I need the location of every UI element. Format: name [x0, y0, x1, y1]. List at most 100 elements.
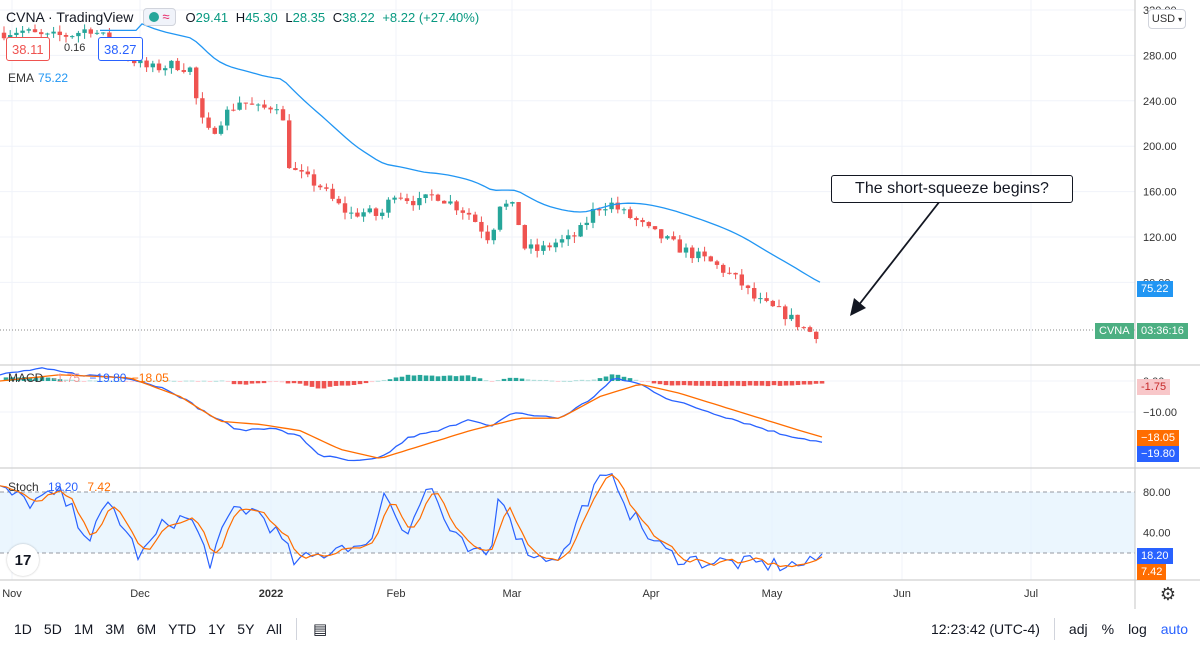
candle-body — [243, 102, 248, 104]
status-pill[interactable]: ≈ — [143, 8, 176, 26]
macd-histogram-bar — [345, 381, 351, 386]
candle-body — [8, 35, 13, 39]
macd-histogram-bar — [621, 376, 627, 381]
macd-histogram-bar — [207, 381, 213, 382]
macd-histogram-bar — [783, 381, 789, 386]
candle-body — [578, 225, 583, 237]
stoch-legend[interactable]: Stoch 18.20 7.42 — [8, 480, 111, 494]
macd-histogram-bar — [285, 381, 291, 384]
timeframe-5d[interactable]: 5D — [43, 621, 62, 637]
time-tick-label: Jun — [893, 588, 911, 600]
macd-histogram-bar — [699, 381, 705, 386]
macd-histogram-bar — [573, 380, 579, 382]
candle-body — [305, 171, 310, 175]
percent-toggle[interactable]: % — [1101, 621, 1115, 637]
price-axis: 320.00280.00240.00200.00160.00120.0080.0… — [1143, 5, 1177, 540]
macd-histogram-bar — [663, 381, 669, 386]
macd-histogram-bar — [177, 381, 183, 382]
candle-body — [51, 31, 56, 34]
candle-body — [256, 104, 261, 106]
macd-histogram-bar — [399, 376, 405, 381]
symbol-tag: CVNA — [1095, 323, 1134, 339]
candle-body — [380, 212, 385, 216]
timeframe-1m[interactable]: 1M — [73, 621, 94, 637]
candle-body — [460, 210, 465, 213]
clock-time[interactable]: 12:23:42 (UTC-4) — [930, 621, 1040, 637]
candle-body — [801, 327, 806, 329]
candle-body — [423, 194, 428, 199]
candle-body — [448, 201, 453, 204]
macd-histogram-bar — [393, 377, 399, 381]
timeframe-all[interactable]: All — [266, 621, 282, 637]
macd-signal-tag: −18.05 — [1137, 430, 1179, 446]
macd-histogram-bar — [267, 381, 273, 383]
candle-body — [194, 67, 199, 99]
timeframe-5y[interactable]: 5Y — [237, 621, 255, 637]
macd-histogram-bar — [321, 381, 327, 389]
macd-histogram-bar — [237, 381, 243, 385]
candle-body — [665, 236, 670, 239]
macd-histogram-bar — [633, 379, 639, 381]
timeframe-3m[interactable]: 3M — [105, 621, 125, 637]
symbol-title[interactable]: CVNA · TradingView — [6, 9, 134, 25]
candle-body — [584, 222, 589, 226]
candle-body — [63, 35, 69, 37]
timeframe-6m[interactable]: 6M — [136, 621, 157, 637]
toolbar-divider — [295, 618, 297, 640]
adj-toggle[interactable]: adj — [1068, 621, 1088, 637]
tradingview-logo-icon[interactable]: 17 — [7, 544, 39, 576]
candle-body — [150, 63, 155, 68]
macd-histogram-bar — [525, 379, 531, 381]
calendar-icon[interactable]: ▤ — [312, 621, 328, 638]
timeframe-1y[interactable]: 1Y — [208, 621, 226, 637]
candle-body — [163, 68, 168, 71]
candle-body — [1, 32, 7, 39]
stoch-k-tag: 18.20 — [1137, 548, 1173, 564]
candle-body — [26, 29, 31, 31]
timeframe-ytd[interactable]: YTD — [168, 621, 197, 637]
candle-body — [101, 32, 106, 34]
macd-histogram-bar — [771, 381, 777, 386]
annotation-callout[interactable]: The short-squeeze begins? — [831, 175, 1073, 203]
macd-histogram-bar — [645, 381, 651, 383]
candle-body — [739, 274, 744, 286]
time-tick-label: Nov — [2, 588, 22, 600]
candle-body — [429, 194, 434, 196]
macd-histogram-bar — [27, 377, 33, 381]
macd-histogram-bar — [39, 376, 45, 381]
candle-body — [311, 174, 317, 186]
candle-body — [721, 264, 726, 273]
macd-histogram-bar — [555, 381, 561, 382]
buy-button[interactable]: 38.27 — [98, 37, 143, 61]
stoch-d-line — [0, 474, 823, 568]
gear-icon[interactable]: ⚙ — [1159, 584, 1177, 604]
candle-body — [485, 231, 490, 241]
log-toggle[interactable]: log — [1128, 621, 1147, 637]
macd-histogram-bar — [687, 381, 693, 386]
candle-body — [330, 188, 335, 199]
macd-histogram-bar — [105, 380, 111, 382]
macd-histogram-bar — [495, 380, 501, 382]
macd-histogram-bar — [117, 380, 123, 382]
ema-legend[interactable]: EMA 75.22 — [8, 71, 69, 85]
sell-button[interactable]: 38.11 — [6, 37, 50, 61]
candle-body — [156, 63, 162, 71]
macd-legend[interactable]: MACD -1.75 −19.80 −18.05 — [8, 371, 169, 385]
macd-histogram-bar — [279, 381, 285, 383]
candle-body — [702, 251, 707, 257]
auto-toggle[interactable]: auto — [1160, 621, 1188, 637]
macd-histogram-bar — [531, 379, 537, 381]
macd-histogram-bar — [489, 381, 495, 382]
candle-body — [745, 285, 751, 289]
timeframe-1d[interactable]: 1D — [14, 621, 32, 637]
currency-selector[interactable]: USD ▾ — [1148, 9, 1186, 29]
candle-body — [646, 222, 651, 227]
candle-body — [671, 236, 676, 240]
stoch-k-line — [0, 472, 823, 572]
macd-histogram-bar — [333, 381, 339, 386]
candle-body — [206, 117, 211, 128]
macd-histogram-bar — [363, 381, 369, 384]
candle-body — [336, 198, 341, 204]
candle-body — [138, 60, 143, 64]
